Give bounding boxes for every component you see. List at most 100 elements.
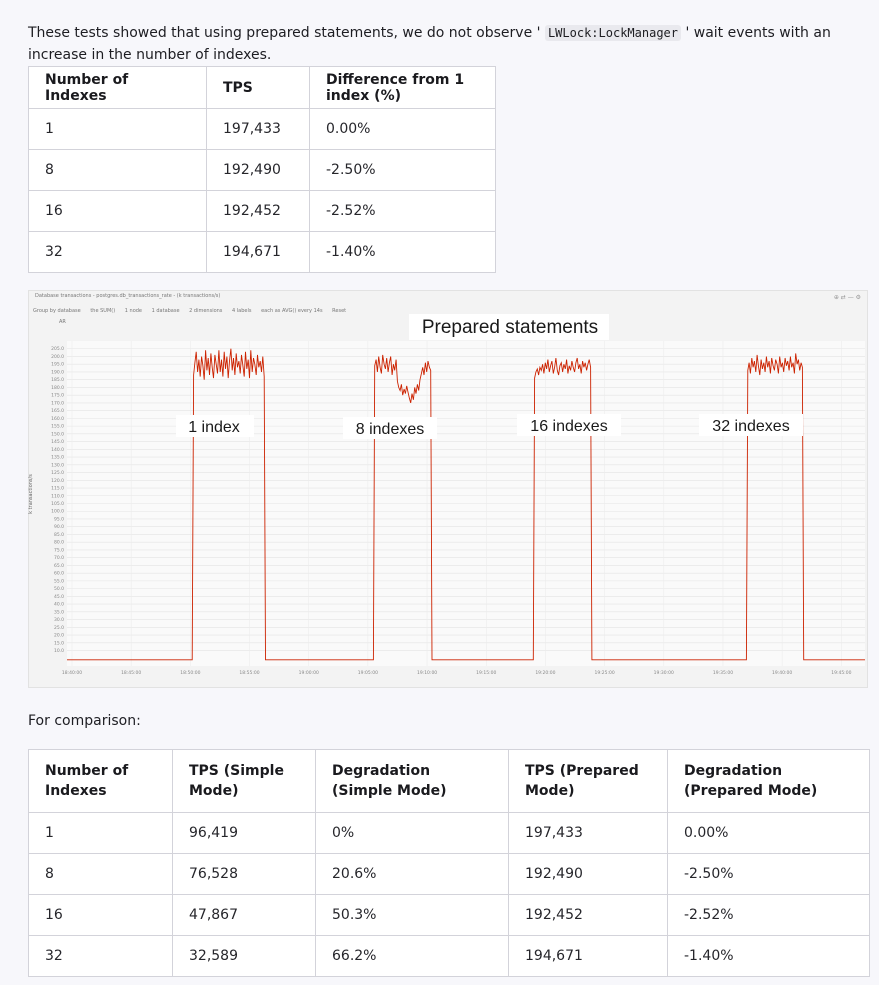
x-tick-label: 19:00:00 [299,670,319,676]
table-cell: -2.50% [309,149,496,191]
y-tick-label: 45.0 [54,594,64,600]
table-cell: 192,452 [508,894,668,936]
toolbar-labels[interactable]: 4 labels [232,308,252,314]
table-cell: 32 [28,231,207,273]
table-row: 32 194,671 -1.40% [28,231,496,273]
chart-tool-icons[interactable]: ⊕ ⇄ — ⚙ [833,294,861,301]
y-tick-label: 160.0 [51,416,64,422]
table-row: 1 96,419 0% 197,433 0.00% [28,812,870,854]
annotation-bg-8 [343,417,437,439]
y-tick-label: 130.0 [51,462,64,468]
comparison-label: For comparison: [28,713,141,729]
x-tick-label: 19:30:00 [654,670,674,676]
y-tick-label: 80.0 [54,540,64,546]
y-tick-label: 15.0 [54,640,64,646]
column-header: TPS (Simple Mode) [172,749,316,813]
annotation-1-index: 1 index [188,419,240,436]
table-cell: 192,490 [508,853,668,895]
y-tick-label: 30.0 [54,617,64,623]
y-tick-label: 140.0 [51,447,64,453]
chart-title-background [409,314,609,340]
table-cell: -2.52% [309,190,496,232]
y-tick-label: 180.0 [51,385,64,391]
y-tick-label: 190.0 [51,369,64,375]
table-cell: 192,490 [206,149,310,191]
column-header: TPS [206,66,310,109]
table-cell: 16 [28,894,173,936]
annotation-32-indexes: 32 indexes [712,418,789,435]
toolbar-group-by[interactable]: Group by database [33,308,81,314]
chart-title: Prepared statements [422,317,598,338]
y-tick-label: 115.0 [51,486,64,492]
y-tick-label: 150.0 [51,431,64,437]
toolbar-interval[interactable]: each as AVG() every 14s [261,308,323,314]
toolbar-aggregate[interactable]: the SUM() [90,308,116,314]
table-row: 32 32,589 66.2% 194,671 -1.40% [28,935,870,977]
y-tick-label: 55.0 [54,578,64,584]
y-tick-label: 35.0 [54,609,64,615]
annotation-8-indexes: 8 indexes [356,421,425,438]
y-tick-label: 50.0 [54,586,64,592]
y-tick-label: 155.0 [51,424,64,430]
y-tick-label: 105.0 [51,501,64,507]
toolbar-databases[interactable]: 1 database [151,308,180,314]
table-row: 16 47,867 50.3% 192,452 -2.52% [28,894,870,936]
x-tick-label: 19:25:00 [595,670,615,676]
x-tick-label: 19:35:00 [713,670,733,676]
table-cell: -1.40% [667,935,870,977]
table-cell: 0.00% [667,812,870,854]
table-cell: 1 [28,812,173,854]
y-tick-label: 70.0 [54,555,64,561]
table-cell: 194,671 [206,231,310,273]
table-cell: 32,589 [172,935,316,977]
y-tick-label: 125.0 [51,470,64,476]
table-row: 8 76,528 20.6% 192,490 -2.50% [28,853,870,895]
column-header: Number of Indexes [28,749,173,813]
y-tick-label: 170.0 [51,400,64,406]
x-tick-label: 19:45:00 [831,670,851,676]
x-tick-labels: 18:40:00 18:45:00 18:50:00 18:55:00 19:00:00… [62,670,852,676]
table-row: 16 192,452 -2.52% [28,190,496,232]
comparison-table: Number of Indexes TPS (Simple Mode) Degr… [28,749,870,977]
table-cell: 76,528 [172,853,316,895]
annotation-bg-1 [176,415,254,437]
column-header: Degradation (Prepared Mode) [667,749,870,813]
table-cell: 1 [28,108,207,150]
toolbar-reset[interactable]: Reset [332,308,347,314]
table-cell: -2.50% [667,853,870,895]
inline-code: LWLock:LockManager [544,25,681,41]
table-cell: 8 [28,149,207,191]
table-cell: 194,671 [508,935,668,977]
x-tick-label: 19:05:00 [358,670,378,676]
table-cell: 20.6% [315,853,509,895]
x-tick-label: 18:45:00 [121,670,141,676]
chart-toolbar: Group by database the SUM() 1 node 1 dat… [33,308,354,314]
y-tick-label: 185.0 [51,377,64,383]
series-line [67,348,865,661]
chart-screenshot: Database transactions - postgres.db_tran… [28,290,868,688]
intro-text-after: ' wait events with an increase in the nu… [28,25,831,63]
y-tick-label: 165.0 [51,408,64,414]
table-row: 1 197,433 0.00% [28,108,496,150]
chart-window-title: Database transactions - postgres.db_tran… [35,293,221,299]
column-header: Number of Indexes [28,66,207,109]
x-tick-label: 19:40:00 [772,670,792,676]
y-tick-label: 120.0 [51,478,64,484]
table-cell: 66.2% [315,935,509,977]
table-header-row: Number of Indexes TPS (Simple Mode) Degr… [28,749,870,813]
toolbar-nodes[interactable]: 1 node [124,308,142,314]
intro-paragraph: These tests showed that using prepared s… [28,22,873,66]
y-tick-label: 10.0 [54,648,64,654]
toolbar-dimensions[interactable]: 2 dimensions [189,308,223,314]
y-tick-label: 90.0 [54,524,64,530]
table-cell: 16 [28,190,207,232]
annotation-16-indexes: 16 indexes [530,418,607,435]
y-tick-label: 145.0 [51,439,64,445]
column-header: TPS (Prepared Mode) [508,749,668,813]
table-header-row: Number of Indexes TPS Difference from 1 … [28,66,496,109]
intro-text-before: These tests showed that using prepared s… [28,25,545,41]
y-tick-label: 100.0 [51,509,64,515]
annotation-bg-32 [699,414,803,436]
column-header: Degradation (Simple Mode) [315,749,509,813]
